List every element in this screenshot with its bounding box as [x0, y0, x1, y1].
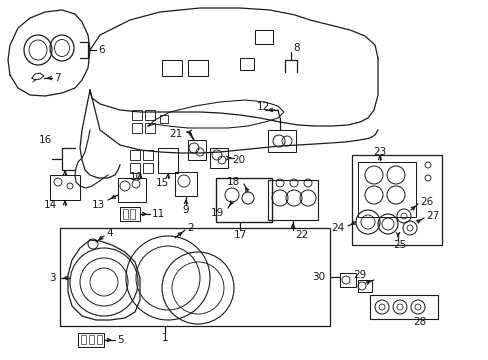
Bar: [357, 162, 415, 217]
Bar: [145, 123, 155, 133]
Text: 28: 28: [412, 317, 426, 327]
Text: 29: 29: [353, 270, 366, 280]
Text: 21: 21: [169, 129, 183, 139]
Text: 26: 26: [419, 197, 432, 207]
Bar: [142, 163, 153, 173]
Bar: [267, 130, 295, 152]
Text: 6: 6: [98, 45, 104, 55]
Bar: [89, 335, 94, 344]
Bar: [50, 175, 80, 200]
Bar: [369, 295, 437, 319]
Bar: [254, 30, 272, 44]
Text: 23: 23: [373, 147, 386, 157]
Bar: [267, 180, 317, 220]
Bar: [123, 209, 128, 219]
Text: 1: 1: [162, 333, 168, 343]
Text: 7: 7: [54, 73, 61, 83]
Bar: [132, 110, 142, 120]
Text: 27: 27: [425, 211, 438, 221]
Bar: [187, 60, 207, 76]
Text: 2: 2: [186, 223, 193, 233]
Bar: [78, 333, 104, 347]
Bar: [120, 207, 140, 221]
Text: 4: 4: [106, 228, 112, 238]
Bar: [357, 280, 371, 292]
Bar: [160, 115, 168, 123]
Text: 3: 3: [49, 273, 56, 283]
Text: 18: 18: [226, 177, 240, 187]
Bar: [60, 228, 329, 326]
Bar: [118, 178, 146, 202]
Bar: [130, 150, 140, 160]
Text: 8: 8: [292, 43, 299, 53]
Text: 16: 16: [39, 135, 52, 145]
Bar: [97, 335, 102, 344]
Text: 22: 22: [294, 230, 307, 240]
Bar: [162, 60, 182, 76]
Bar: [130, 163, 140, 173]
Text: 12: 12: [256, 102, 269, 112]
Text: 19: 19: [210, 208, 224, 218]
Text: 13: 13: [92, 200, 105, 210]
Bar: [187, 140, 205, 160]
Text: 24: 24: [331, 223, 345, 233]
Text: 14: 14: [43, 200, 57, 210]
Bar: [175, 172, 197, 196]
Bar: [339, 273, 355, 287]
Text: 9: 9: [183, 205, 189, 215]
Text: 20: 20: [231, 155, 244, 165]
Text: 15: 15: [155, 178, 168, 188]
Bar: [81, 335, 86, 344]
Bar: [216, 178, 271, 222]
Bar: [240, 58, 253, 70]
Text: 11: 11: [152, 209, 165, 219]
Text: 17: 17: [233, 230, 246, 240]
Bar: [130, 209, 135, 219]
Bar: [145, 110, 155, 120]
Bar: [132, 123, 142, 133]
Text: 10: 10: [130, 172, 143, 182]
Text: 5: 5: [117, 335, 123, 345]
Bar: [351, 155, 441, 245]
Text: 30: 30: [311, 272, 325, 282]
Bar: [158, 148, 178, 173]
Text: 25: 25: [392, 240, 406, 250]
Bar: [209, 148, 227, 168]
Bar: [142, 150, 153, 160]
